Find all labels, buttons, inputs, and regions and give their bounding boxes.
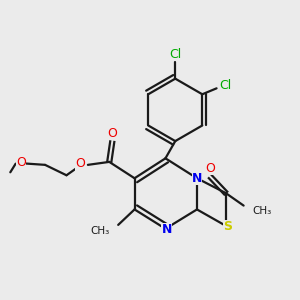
Text: N: N xyxy=(161,223,172,236)
Text: Cl: Cl xyxy=(219,80,232,92)
Text: O: O xyxy=(16,156,26,169)
Text: O: O xyxy=(75,158,85,170)
Text: O: O xyxy=(206,162,215,175)
Text: CH₃: CH₃ xyxy=(90,226,109,236)
Text: Cl: Cl xyxy=(169,48,182,61)
Text: CH₃: CH₃ xyxy=(253,206,272,216)
Text: S: S xyxy=(223,220,232,233)
Text: O: O xyxy=(107,127,117,140)
Text: N: N xyxy=(192,172,202,185)
